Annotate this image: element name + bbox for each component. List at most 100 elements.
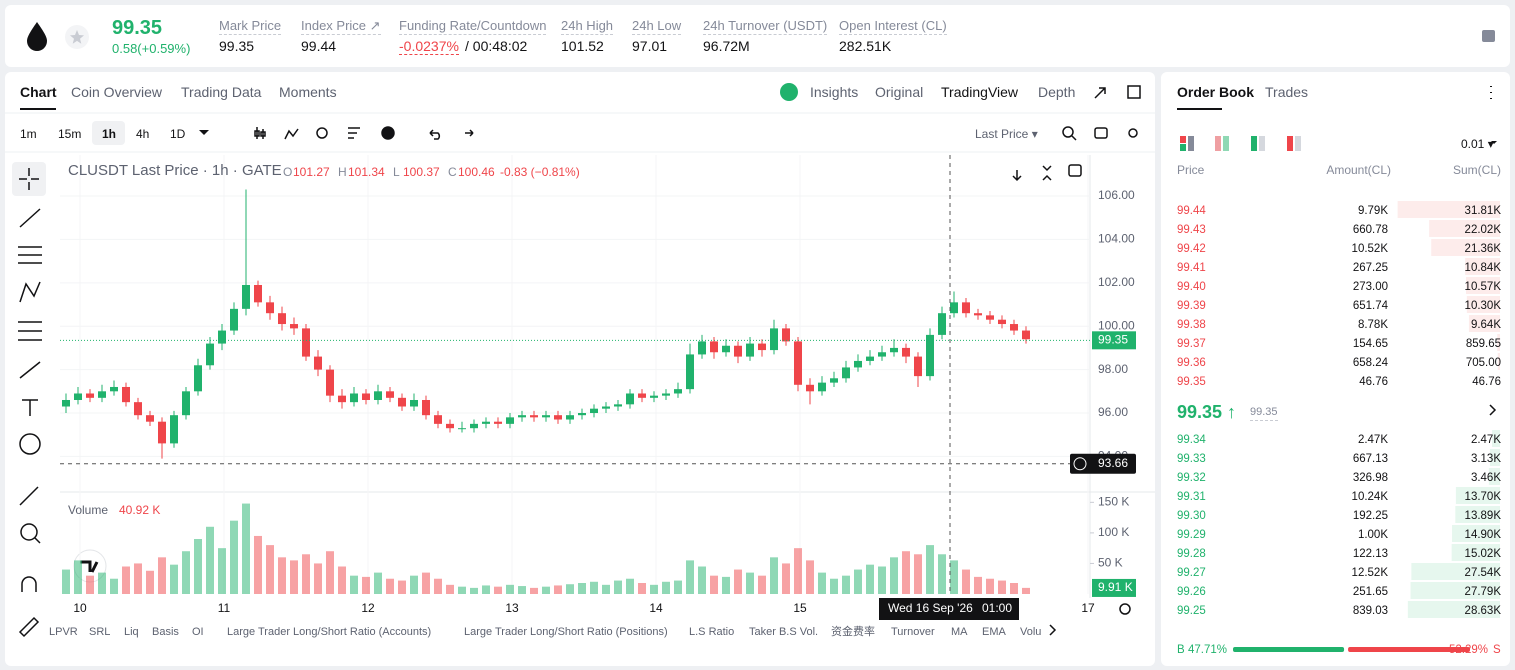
indicator[interactable]: Volu xyxy=(1020,626,1042,638)
volume-tick-label: 150 K xyxy=(1098,495,1129,509)
ob-header: Price xyxy=(1177,163,1205,177)
indicator[interactable]: Liq xyxy=(124,626,139,638)
ob-price: 99.34 xyxy=(1177,434,1206,446)
tab[interactable]: Trading Data xyxy=(181,84,262,100)
volume-bar xyxy=(422,572,430,594)
indicator[interactable]: Large Trader Long/Short Ratio (Positions… xyxy=(464,626,668,638)
candle-body xyxy=(770,328,778,351)
depth-bar xyxy=(1468,315,1500,332)
candle-body xyxy=(326,369,334,396)
depth-bar xyxy=(1411,563,1500,580)
tab[interactable]: Moments xyxy=(279,84,337,100)
candle-body xyxy=(758,343,766,351)
volume-bar xyxy=(926,545,934,594)
volume-bar xyxy=(458,586,466,594)
volume-bar xyxy=(362,576,370,594)
candle-body xyxy=(974,313,982,316)
crosshair-date: Wed 16 Sep '26 xyxy=(888,601,973,615)
volume-bar xyxy=(818,572,826,594)
tab[interactable]: Coin Overview xyxy=(71,84,163,100)
ob-amount: 251.65 xyxy=(1352,586,1388,598)
y-tick-label: 100.00 xyxy=(1098,318,1135,332)
indicator[interactable]: OI xyxy=(192,626,204,638)
stat-value: 97.01 xyxy=(632,38,668,54)
candle-body xyxy=(662,393,670,396)
candle-body xyxy=(434,415,442,424)
ob-amount: 9.79K xyxy=(1357,205,1388,217)
indicator[interactable]: Turnover xyxy=(891,626,935,638)
price-change: 0.58(+0.59%) xyxy=(112,41,191,56)
interval[interactable]: 1m xyxy=(20,127,37,141)
tab[interactable]: Insights xyxy=(810,84,859,100)
volume-bar xyxy=(278,557,286,594)
interval[interactable]: 1h xyxy=(102,127,117,141)
sell-ratio-bar xyxy=(1348,647,1470,652)
crosshair-time-tag xyxy=(879,598,1019,620)
indicator[interactable]: LPVR xyxy=(49,626,78,638)
volume-bar xyxy=(410,575,418,594)
candle-body xyxy=(350,393,358,403)
ob-price: 99.39 xyxy=(1177,300,1206,312)
indicator[interactable]: 资金费率 xyxy=(831,626,875,638)
tab[interactable]: Original xyxy=(875,84,924,100)
volume-bar xyxy=(506,584,514,594)
notes-icon[interactable] xyxy=(1482,30,1495,42)
indicator[interactable]: Taker B.S Vol. xyxy=(749,626,819,638)
tab[interactable]: TradingView xyxy=(941,84,1019,100)
window-icon[interactable] xyxy=(1127,85,1141,99)
dropdown-arrow[interactable] xyxy=(1491,141,1497,144)
indicator[interactable]: L.S Ratio xyxy=(689,626,735,638)
indicator[interactable]: SRL xyxy=(89,626,111,638)
price-type[interactable]: Last Price ▾ xyxy=(975,127,1038,141)
dropdown-arrow[interactable] xyxy=(199,130,209,135)
ob-amount: 667.13 xyxy=(1352,453,1388,465)
stat-label: 24h Turnover (USDT) xyxy=(703,18,828,35)
volume-bar xyxy=(98,572,106,594)
candle-body xyxy=(614,404,622,407)
crosshair-add xyxy=(1073,457,1087,471)
candle-body xyxy=(182,391,190,416)
candle-body xyxy=(422,399,430,416)
indicator[interactable]: MA xyxy=(951,626,968,638)
interval-selected[interactable] xyxy=(92,121,125,145)
indicator[interactable]: Basis xyxy=(152,626,179,638)
x-tick-label: 13 xyxy=(505,601,519,615)
tab[interactable]: Depth xyxy=(1038,84,1076,100)
ob-amount: 326.98 xyxy=(1352,472,1388,484)
candle-body xyxy=(158,421,166,444)
ob-amount: 10.52K xyxy=(1351,243,1388,255)
ob-tab[interactable]: Order Book xyxy=(1177,84,1255,100)
stat-value: 282.51K xyxy=(839,38,892,54)
x-tick-label: 11 xyxy=(218,601,231,615)
candle-body xyxy=(518,415,526,418)
ob-sum: 859.65 xyxy=(1465,338,1501,350)
volume-bar xyxy=(182,551,190,594)
stat-label: 24h Low xyxy=(632,18,682,35)
volume-bar xyxy=(614,580,622,594)
ob-amount: 2.47K xyxy=(1357,434,1388,446)
legend-change: -0.83 (−0.81%) xyxy=(500,165,580,179)
ob-sum: 705.00 xyxy=(1465,357,1501,369)
insights-icon[interactable] xyxy=(780,83,798,101)
indicator[interactable]: Large Trader Long/Short Ratio (Accounts) xyxy=(227,626,432,638)
interval[interactable]: 4h xyxy=(136,127,150,141)
expand-icon[interactable] xyxy=(1094,87,1106,99)
volume-bar xyxy=(602,584,610,594)
ob-tab[interactable]: Trades xyxy=(1265,84,1309,100)
candle-body xyxy=(542,415,550,418)
volume-bar xyxy=(242,503,250,594)
precision[interactable]: 0.01 ▾ xyxy=(1461,137,1494,151)
depth-bar xyxy=(1452,525,1500,542)
volume-bar xyxy=(902,551,910,594)
crosshair-price-label: 93.66 xyxy=(1098,456,1128,470)
candle-body xyxy=(1022,330,1030,340)
tab[interactable]: Chart xyxy=(20,84,57,100)
ob-price: 99.41 xyxy=(1177,262,1206,274)
interval[interactable]: 15m xyxy=(58,127,82,141)
volume-bar xyxy=(974,576,982,594)
candle-body xyxy=(986,315,994,320)
interval[interactable]: 1D xyxy=(170,127,186,141)
indicator[interactable]: EMA xyxy=(982,626,1006,638)
depth-bar xyxy=(1451,544,1500,561)
volume-bar xyxy=(206,526,214,594)
